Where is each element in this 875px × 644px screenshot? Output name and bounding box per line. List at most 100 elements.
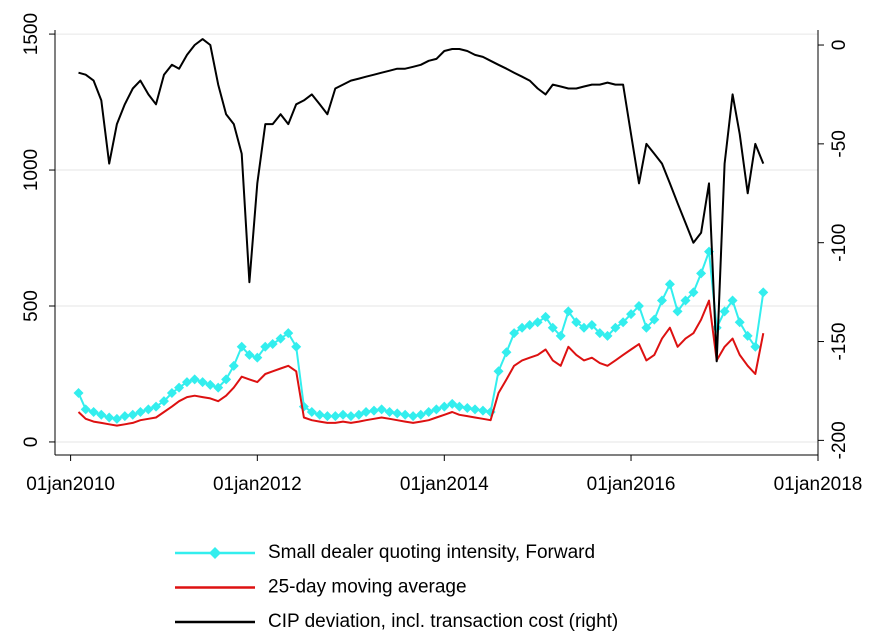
point-marker — [174, 382, 185, 393]
point-marker — [439, 401, 450, 412]
point-marker — [213, 382, 224, 393]
y2-tick-label: -100 — [829, 224, 850, 262]
point-marker — [509, 328, 520, 339]
point-marker — [236, 341, 247, 352]
point-marker — [376, 404, 387, 415]
point-marker — [96, 409, 107, 420]
point-marker — [578, 322, 589, 333]
point-marker — [750, 341, 761, 352]
point-marker — [571, 317, 582, 328]
point-marker — [127, 409, 138, 420]
point-marker — [166, 388, 177, 399]
series-line — [77, 250, 765, 420]
legend-marker — [209, 547, 221, 559]
point-marker — [267, 339, 278, 350]
point-marker — [586, 320, 597, 331]
point-marker — [501, 347, 512, 358]
point-marker — [361, 407, 372, 418]
point-marker — [734, 317, 745, 328]
point-marker — [143, 404, 154, 415]
point-marker — [73, 388, 84, 399]
point-marker — [469, 404, 480, 415]
point-marker — [532, 317, 543, 328]
point-marker — [408, 411, 419, 422]
point-marker — [400, 409, 411, 420]
point-marker — [392, 408, 403, 419]
point-marker — [228, 360, 239, 371]
point-marker — [431, 404, 442, 415]
point-marker — [493, 366, 504, 377]
point-marker — [641, 322, 652, 333]
point-marker — [306, 407, 317, 418]
point-marker — [742, 330, 753, 341]
point-marker — [517, 322, 528, 333]
point-marker — [384, 407, 395, 418]
point-marker — [672, 306, 683, 317]
point-marker — [664, 279, 675, 290]
legend-label: CIP deviation, incl. transaction cost (r… — [268, 611, 618, 632]
y-tick-label: 500 — [21, 290, 42, 322]
point-marker — [555, 330, 566, 341]
point-marker — [244, 349, 255, 360]
point-marker — [524, 320, 535, 331]
point-marker — [719, 306, 730, 317]
x-tick-label: 01jan2018 — [774, 474, 863, 495]
point-marker — [688, 287, 699, 298]
point-marker — [197, 377, 208, 388]
x-tick-label: 01jan2010 — [26, 474, 115, 495]
point-marker — [633, 300, 644, 311]
point-marker — [415, 409, 426, 420]
point-marker — [158, 396, 169, 407]
point-marker — [594, 328, 605, 339]
point-marker — [104, 412, 115, 423]
point-marker — [680, 295, 691, 306]
y-tick-label: 1000 — [21, 149, 42, 191]
point-marker — [610, 322, 621, 333]
point-marker — [252, 352, 263, 363]
point-marker — [80, 404, 91, 415]
point-marker — [205, 379, 216, 390]
point-marker — [602, 330, 613, 341]
point-marker — [626, 309, 637, 320]
point-marker — [547, 322, 558, 333]
point-marker — [477, 405, 488, 416]
point-marker — [462, 402, 473, 413]
point-marker — [314, 409, 325, 420]
point-marker — [189, 374, 200, 385]
point-marker — [291, 341, 302, 352]
point-marker — [618, 317, 629, 328]
point-marker — [181, 377, 192, 388]
y-tick-label: 0 — [21, 437, 42, 448]
point-marker — [88, 407, 99, 418]
point-marker — [727, 295, 738, 306]
series-line — [78, 38, 765, 363]
point-marker — [540, 311, 551, 322]
point-marker — [221, 374, 232, 385]
point-marker — [119, 411, 130, 422]
legend-label: 25-day moving average — [268, 577, 467, 598]
x-tick-label: 01jan2014 — [400, 474, 489, 495]
point-marker — [260, 341, 271, 352]
y2-tick-label: -200 — [829, 421, 850, 459]
point-marker — [283, 328, 294, 339]
point-marker — [696, 268, 707, 279]
y2-tick-label: 0 — [829, 40, 850, 51]
point-marker — [758, 287, 769, 298]
point-marker — [563, 306, 574, 317]
point-marker — [649, 314, 660, 325]
legend-label: Small dealer quoting intensity, Forward — [268, 542, 595, 563]
y2-tick-label: -50 — [829, 130, 850, 157]
point-marker — [368, 405, 379, 416]
point-marker — [151, 401, 162, 412]
point-marker — [330, 411, 341, 422]
series-line — [77, 299, 765, 427]
point-marker — [454, 401, 465, 412]
point-marker — [135, 407, 146, 418]
y-tick-label: 1500 — [21, 13, 42, 55]
x-tick-label: 01jan2016 — [587, 474, 676, 495]
x-tick-label: 01jan2012 — [213, 474, 302, 495]
point-marker — [322, 411, 333, 422]
point-marker — [111, 413, 122, 424]
point-marker — [275, 333, 286, 344]
